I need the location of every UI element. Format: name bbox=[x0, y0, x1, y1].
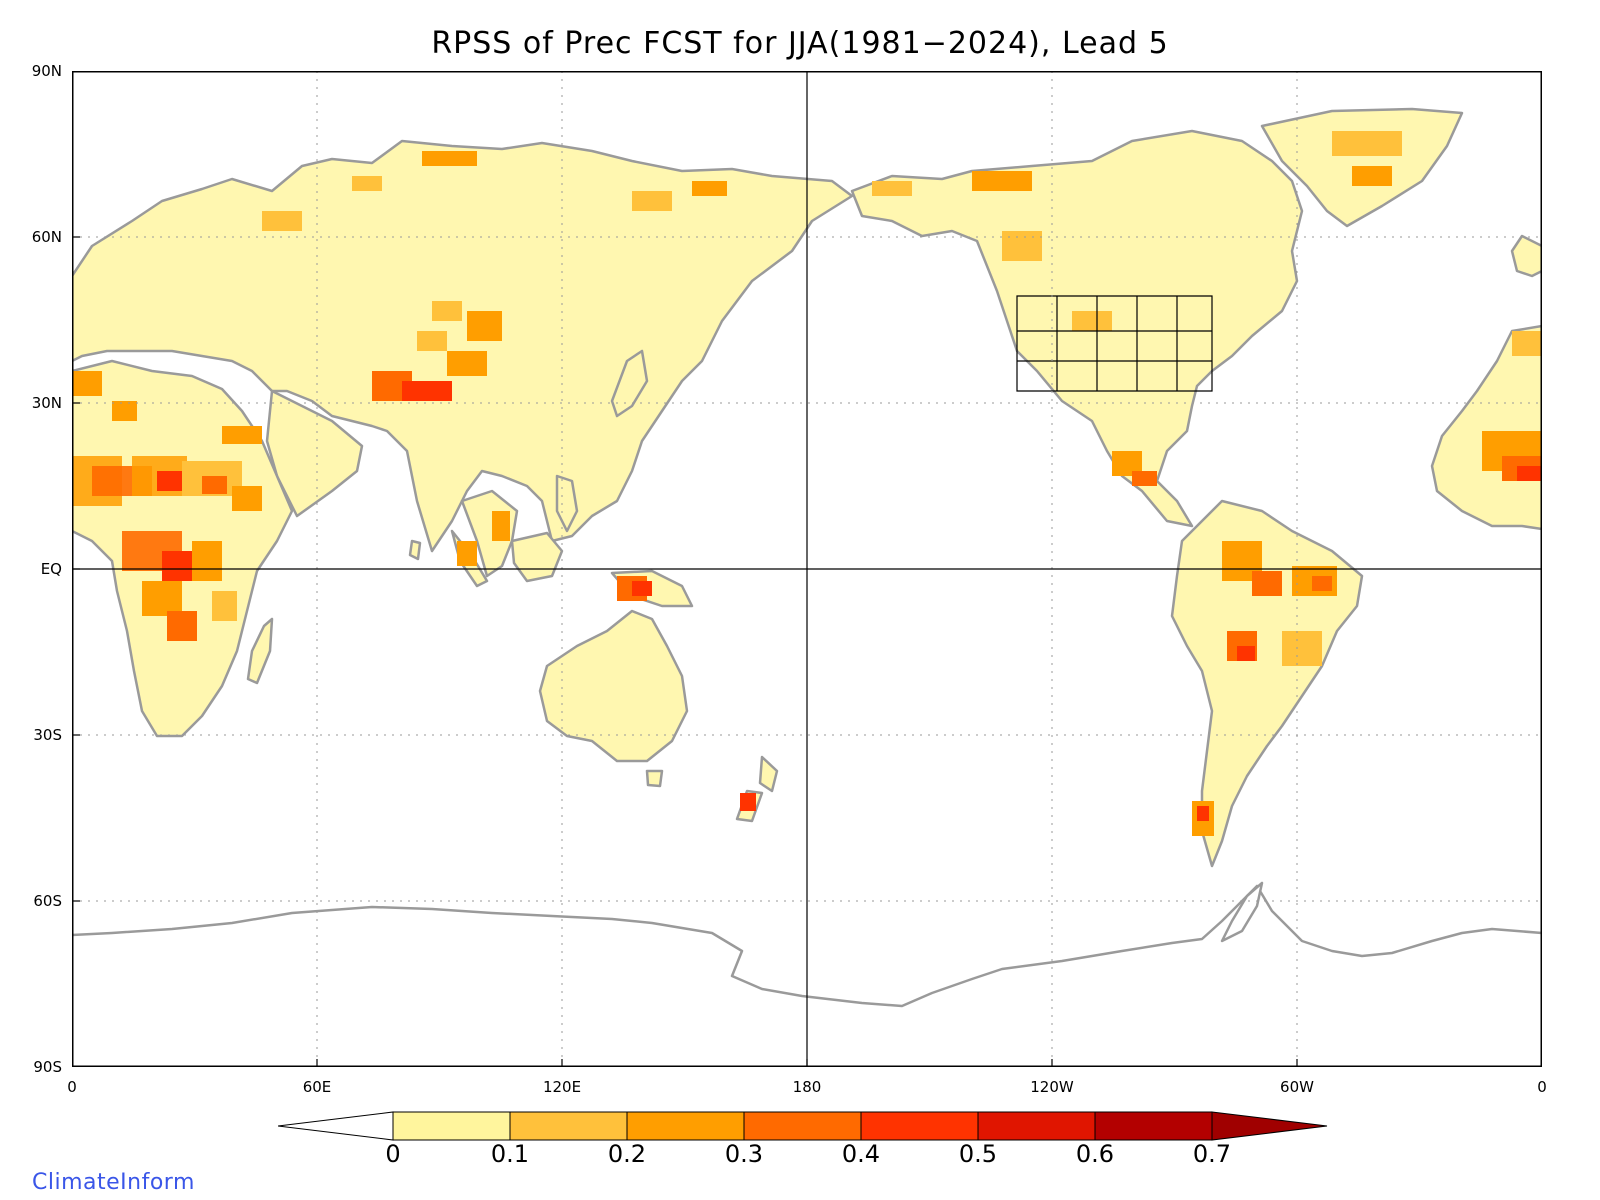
longitude-label: 0 bbox=[67, 1078, 77, 1096]
land-antarctic-peninsula bbox=[1220, 881, 1264, 943]
colorbar-label: 0.2 bbox=[607, 1140, 647, 1168]
map-title: RPSS of Prec FCST for JJA(1981−2024), Le… bbox=[431, 26, 1169, 61]
latitude-label: 30N bbox=[31, 394, 62, 412]
colorbar-label: 0.4 bbox=[841, 1140, 881, 1168]
land-madagascar bbox=[246, 617, 274, 685]
latitude-label: 90S bbox=[33, 1058, 62, 1076]
longitude-label: 0 bbox=[1537, 1078, 1547, 1096]
rpss-patches bbox=[72, 131, 1542, 836]
colorbar-label: 0.3 bbox=[724, 1140, 764, 1168]
colorbar-swatch bbox=[860, 1111, 979, 1141]
axis-ticks bbox=[72, 71, 1542, 1067]
colorbar-under-triangle bbox=[278, 1111, 394, 1141]
longitude-label: 120E bbox=[542, 1078, 582, 1096]
colorbar-swatch bbox=[626, 1111, 745, 1141]
map-gridlines bbox=[72, 71, 1542, 1067]
land-eurasia bbox=[72, 139, 854, 553]
latitude-label: 30S bbox=[33, 726, 62, 744]
longitude-label: 120W bbox=[1030, 1078, 1074, 1096]
colorbar bbox=[278, 1111, 1328, 1141]
world-map bbox=[72, 71, 1542, 1067]
land-tasmania bbox=[645, 769, 664, 788]
latitude-label: EQ bbox=[40, 560, 62, 578]
longitude-label: 60W bbox=[1280, 1078, 1314, 1096]
us-state-boundaries bbox=[1016, 295, 1213, 392]
colorbar-swatch bbox=[1094, 1111, 1213, 1141]
land-sri-lanka bbox=[408, 539, 422, 561]
land-antarctica bbox=[72, 884, 1542, 1067]
land-philippines bbox=[555, 474, 579, 533]
colorbar-swatch bbox=[392, 1111, 511, 1141]
colorbar-label: 0.6 bbox=[1075, 1140, 1115, 1168]
colorbar-swatch bbox=[977, 1111, 1096, 1141]
colorbar-label: 0 bbox=[385, 1140, 401, 1168]
latitude-label: 60N bbox=[31, 228, 62, 246]
colorbar-label: 0.1 bbox=[490, 1140, 530, 1168]
land-australia bbox=[538, 609, 689, 763]
longitude-label: 60E bbox=[302, 1078, 332, 1096]
map-panel bbox=[72, 71, 1542, 1067]
longitude-label: 180 bbox=[792, 1078, 822, 1096]
land-arabia bbox=[265, 389, 364, 518]
colorbar-over-triangle bbox=[1211, 1111, 1328, 1141]
colorbar-swatch bbox=[743, 1111, 862, 1141]
land-japan bbox=[610, 349, 649, 418]
land-iberia-edge bbox=[1510, 234, 1542, 278]
colorbar-label: 0.7 bbox=[1192, 1140, 1232, 1168]
latitude-label: 90N bbox=[31, 62, 62, 80]
colorbar-swatch bbox=[509, 1111, 628, 1141]
colorbar-label: 0.5 bbox=[958, 1140, 998, 1168]
climateinform-watermark: ClimateInform bbox=[32, 1170, 195, 1195]
latitude-label: 60S bbox=[33, 892, 62, 910]
